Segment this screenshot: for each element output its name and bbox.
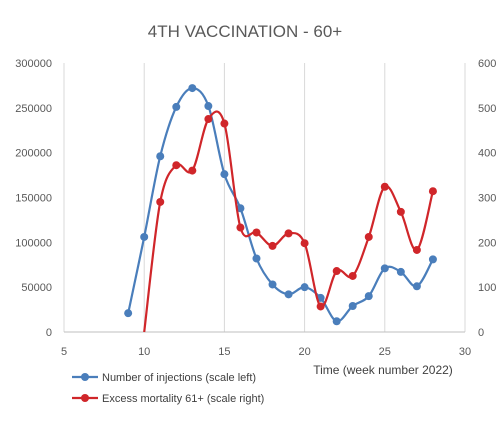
data-point	[124, 309, 133, 318]
data-point	[300, 283, 309, 292]
data-point	[204, 102, 213, 111]
data-point	[188, 84, 197, 93]
x-tick-label: 25	[379, 346, 391, 358]
data-point	[428, 187, 437, 196]
data-point	[156, 197, 165, 206]
data-point	[380, 264, 389, 273]
data-point	[220, 170, 229, 179]
data-point	[396, 207, 405, 216]
grid	[63, 63, 466, 332]
data-point	[172, 161, 181, 170]
y-right-tick-label: 300	[478, 193, 496, 205]
y-left-tick-label: 300000	[15, 58, 52, 70]
data-point	[380, 182, 389, 191]
chart-title: 4TH VACCINATION - 60+	[148, 22, 343, 41]
data-point	[428, 255, 437, 264]
tick-labels: 5 10 15 20 25 3005000010000015000020000025000…	[15, 58, 496, 358]
x-axis-label: Time (week number 2022)	[313, 363, 453, 377]
data-point	[300, 239, 309, 248]
data-point	[348, 271, 357, 280]
legend-label: Excess mortality 61+ (scale right)	[102, 393, 264, 405]
legend-swatch-marker	[81, 373, 89, 381]
y-left-tick-label: 150000	[15, 193, 52, 205]
data-point	[204, 115, 213, 124]
y-right-tick-label: 600	[478, 58, 496, 70]
series-layer	[124, 84, 437, 333]
y-left-tick-label: 0	[46, 327, 52, 339]
data-point	[316, 302, 325, 311]
data-point	[364, 292, 373, 301]
x-tick-label: 10	[138, 346, 150, 358]
series-line	[127, 86, 434, 323]
y-left-tick-label: 50000	[21, 282, 52, 294]
y-right-tick-label: 0	[478, 327, 484, 339]
data-point	[220, 119, 229, 128]
y-right-tick-label: 200	[478, 237, 496, 249]
y-left-tick-label: 200000	[15, 148, 52, 160]
data-point	[156, 152, 165, 161]
x-tick-label: 30	[459, 346, 471, 358]
legend-label: Number of injections (scale left)	[102, 372, 256, 384]
data-point	[236, 204, 245, 213]
y-left-tick-label: 100000	[15, 237, 52, 249]
legend-entry: Excess mortality 61+ (scale right)	[72, 393, 264, 405]
data-point	[268, 241, 277, 250]
legend-swatch-marker	[81, 394, 89, 402]
data-point	[412, 245, 421, 254]
data-point	[332, 317, 341, 326]
data-point	[396, 267, 405, 276]
data-point	[268, 280, 277, 289]
series-line	[143, 110, 434, 333]
data-point	[332, 267, 341, 276]
data-point	[284, 290, 293, 299]
data-point	[364, 232, 373, 241]
legend: Number of injections (scale left) Excess …	[72, 372, 264, 405]
y-right-tick-label: 400	[478, 148, 496, 160]
x-tick-label: 5	[61, 346, 67, 358]
y-left-tick-label: 250000	[15, 103, 52, 115]
data-point	[412, 282, 421, 291]
data-point	[348, 301, 357, 310]
data-point	[140, 232, 149, 241]
legend-entry: Number of injections (scale left)	[72, 372, 256, 384]
data-point	[236, 223, 245, 232]
y-right-tick-label: 100	[478, 282, 496, 294]
x-tick-label: 15	[218, 346, 230, 358]
data-point	[252, 228, 261, 237]
data-point	[252, 254, 261, 263]
data-point	[172, 102, 181, 111]
data-point	[284, 229, 293, 238]
series-0	[124, 84, 437, 326]
x-tick-label: 20	[298, 346, 310, 358]
y-right-tick-label: 500	[478, 103, 496, 115]
series-1	[143, 110, 437, 333]
data-point	[188, 166, 197, 175]
